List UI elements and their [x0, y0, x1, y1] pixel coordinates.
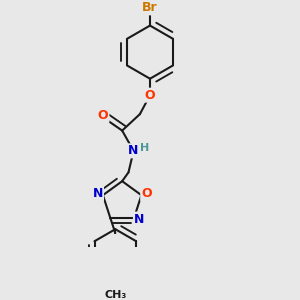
Text: O: O	[145, 89, 155, 102]
Text: N: N	[128, 144, 139, 157]
Text: O: O	[141, 188, 152, 200]
Text: H: H	[140, 143, 149, 153]
Text: N: N	[134, 213, 144, 226]
Text: O: O	[98, 109, 109, 122]
Text: Br: Br	[142, 2, 158, 14]
Text: CH₃: CH₃	[104, 290, 127, 300]
Text: N: N	[93, 188, 103, 200]
